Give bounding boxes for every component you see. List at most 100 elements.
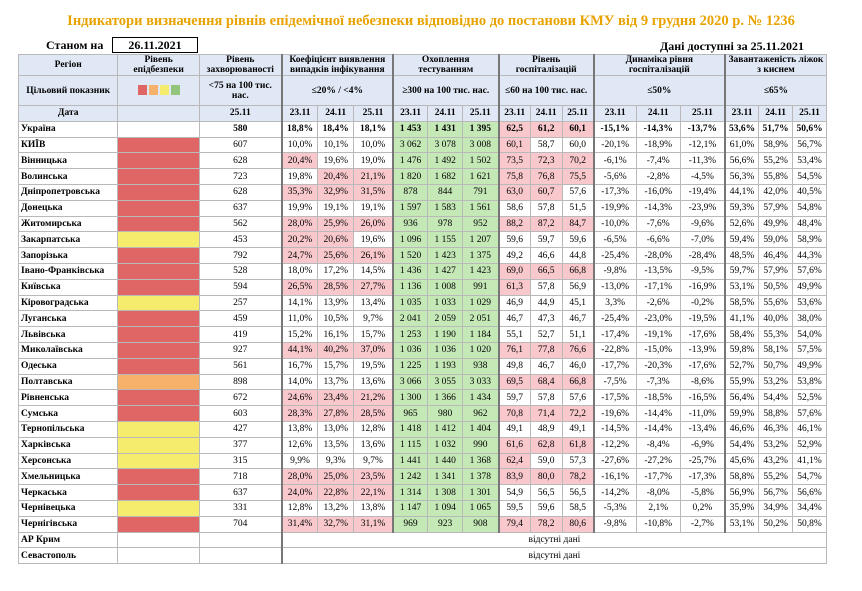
epid-level-cell [117, 168, 200, 185]
hosp-dyn-value: -19,9% [592, 199, 637, 217]
hosp-dyn-value: -14,2% [592, 484, 637, 501]
beds-value: 59,8% [723, 341, 760, 359]
date-col: 25.11 [353, 105, 394, 122]
incidence-value: 628 [198, 152, 283, 170]
header-beds: Завантаженість ліжок з киснем [723, 54, 827, 76]
detection-value: 31,5% [353, 183, 394, 201]
epid-level-cell [117, 278, 200, 296]
table-row: Закарпатська 453 20,2% 20,6% 19,6% 1 096 1 155… [17, 231, 827, 249]
hosp-value: 57,3 [561, 452, 595, 470]
table-row: Волинська 723 19,8% 20,4% 21,1% 1 820 1 682 1 6… [17, 168, 827, 185]
detection-value: 16,7% [280, 357, 319, 375]
beds-value: 52,5% [792, 389, 827, 407]
hosp-value: 61,3 [497, 278, 531, 296]
beds-value: 48,5% [723, 247, 760, 264]
region-name: Львівська [17, 326, 119, 343]
testing-value: 1 242 [391, 468, 429, 486]
hosp-value: 80,6 [561, 515, 595, 533]
detection-value: 12,8% [280, 499, 319, 517]
header-row-targets: Цільовий показник <75 на 100 тис. нас. ≤… [17, 75, 827, 106]
beds-value: 40,5% [792, 183, 827, 201]
beds-value: 45,6% [723, 452, 760, 470]
hosp-dyn-value: -13,9% [679, 341, 726, 359]
beds-value: 40,0% [758, 310, 794, 328]
hosp-dyn-value: -2,6% [635, 294, 681, 312]
hosp-dyn-value: -20,1% [592, 136, 637, 154]
hosp-value: 77,8 [529, 341, 563, 359]
hosp-value: 49,1 [497, 420, 531, 438]
detection-value: 25,0% [317, 468, 355, 486]
detection-value: 28,3% [280, 405, 319, 422]
detection-value: 23,5% [353, 468, 394, 486]
testing-value: 1 820 [391, 168, 429, 185]
epid-level-cell [117, 120, 200, 138]
region-name: Тернопільська [17, 420, 119, 438]
hosp-dyn-value: -14,3% [635, 120, 681, 138]
hosp-dyn-value: -4,5% [679, 168, 726, 185]
hosp-value: 76,8 [529, 168, 563, 185]
hosp-dyn-value: -17,3% [592, 183, 637, 201]
hosp-dyn-value: -15,0% [635, 341, 681, 359]
detection-value: 28,0% [280, 468, 319, 486]
testing-value: 965 [391, 405, 429, 422]
testing-value: 3 033 [462, 373, 500, 391]
beds-value: 58,9% [758, 136, 794, 154]
detection-value: 35,3% [280, 183, 319, 201]
epid-level-cell [117, 215, 200, 233]
hosp-value: 66,8 [561, 373, 595, 391]
hosp-dyn-value: 0,2% [679, 499, 726, 517]
beds-value: 53,1% [723, 278, 760, 296]
region-name: Чернігівська [17, 515, 119, 533]
hosp-dyn-value: -14,3% [635, 199, 681, 217]
as-of-label: Станом на [46, 38, 104, 52]
testing-value: 1 029 [462, 294, 500, 312]
detection-value: 12,8% [353, 420, 394, 438]
detection-value: 25,6% [317, 247, 355, 264]
hosp-dyn-value: -13,5% [635, 262, 681, 280]
beds-value: 41,1% [723, 310, 760, 328]
detection-value: 37,0% [353, 341, 394, 359]
hosp-dyn-value: -16,9% [679, 278, 726, 296]
detection-value: 22,1% [353, 484, 394, 501]
date-col: 25.11 [561, 105, 595, 122]
table-row: Донецька 637 19,9% 19,1% 19,1% 1 597 1 583 1 56… [17, 199, 827, 217]
beds-value: 58,4% [723, 326, 760, 343]
epid-level-cell [117, 436, 200, 454]
detection-value: 20,4% [280, 152, 319, 170]
testing-value: 1 193 [427, 357, 464, 375]
header-hosp-dyn: Динаміка рівня госпіталізацій [592, 54, 726, 76]
hosp-dyn-value: -18,9% [635, 136, 681, 154]
hosp-value: 60,1 [497, 136, 531, 154]
hosp-dyn-value: -17,1% [635, 278, 681, 296]
header-date: Дата [17, 105, 119, 122]
hosp-value: 78,2 [561, 468, 595, 486]
hosp-value: 59,6 [561, 231, 595, 249]
testing-value: 1 300 [391, 389, 429, 407]
date-col: 23.11 [592, 105, 637, 122]
hosp-dyn-value: -12,1% [679, 136, 726, 154]
table-row: Тернопільська 427 13,8% 13,0% 12,8% 1 418 1 41… [17, 420, 827, 438]
beds-value: 54,8% [792, 199, 827, 217]
beds-value: 57,9% [758, 199, 794, 217]
hosp-dyn-value: -9,8% [592, 262, 637, 280]
level-legend [117, 75, 200, 106]
hosp-dyn-value: -8,0% [635, 484, 681, 501]
hosp-dyn-value: -17,4% [592, 326, 637, 343]
detection-value: 40,2% [317, 341, 355, 359]
data-available-date: Дані доступні за 25.11.2021 [660, 39, 804, 53]
hosp-value: 79,4 [497, 515, 531, 533]
as-of-date: 26.11.2021 [112, 37, 198, 53]
hosp-value: 75,5 [561, 168, 595, 185]
region-name: Сумська [17, 405, 119, 422]
header-date-level [117, 105, 200, 122]
hosp-dyn-value: -5,6% [592, 168, 637, 185]
region-name: Дніпропетровська [17, 183, 119, 201]
date-col: 23.11 [280, 105, 319, 122]
hosp-dyn-value: -17,5% [592, 389, 637, 407]
detection-value: 19,5% [353, 357, 394, 375]
hosp-dyn-value: -16,0% [635, 183, 681, 201]
date-col: 23.11 [497, 105, 531, 122]
hosp-value: 58,7 [529, 136, 563, 154]
beds-value: 44,3% [792, 247, 827, 264]
hosp-dyn-value: -11,0% [679, 405, 726, 422]
